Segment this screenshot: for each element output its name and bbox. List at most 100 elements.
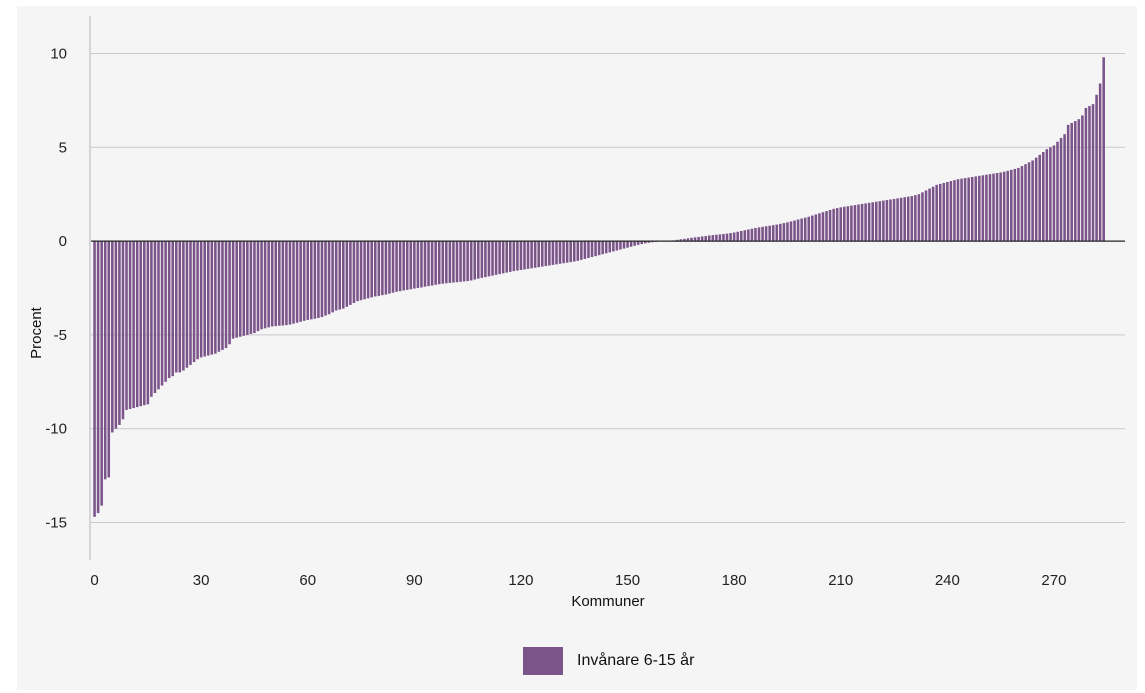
bar (914, 195, 917, 242)
bar (132, 241, 135, 409)
bar (260, 241, 263, 330)
bar (434, 241, 437, 285)
bar (1056, 141, 1059, 242)
bar (754, 227, 757, 242)
bar (178, 241, 182, 373)
bar (299, 241, 302, 322)
bar (956, 179, 960, 242)
bar (366, 241, 370, 299)
bar (601, 241, 604, 255)
bar (889, 199, 892, 242)
bar (885, 200, 889, 242)
bar (267, 241, 270, 328)
bar (864, 203, 867, 242)
bar (1088, 106, 1091, 242)
bar (196, 241, 199, 360)
bar (988, 174, 992, 242)
bar (516, 241, 519, 271)
bar (636, 241, 640, 245)
x-tick-label: 60 (299, 572, 316, 589)
y-tick-label: -10 (45, 421, 67, 438)
bar (157, 241, 160, 390)
bar (558, 241, 562, 264)
bar (811, 215, 814, 242)
bar (619, 241, 622, 250)
bar (757, 227, 761, 242)
bar (342, 241, 345, 309)
bar (686, 238, 690, 242)
y-tick-label: 10 (50, 46, 67, 63)
bar (96, 241, 100, 514)
bar (974, 176, 978, 242)
bar (935, 184, 938, 242)
bar (796, 219, 800, 242)
bar (562, 241, 565, 264)
bar (1010, 169, 1013, 242)
bar (768, 225, 771, 242)
y-tick-label: 0 (59, 233, 67, 250)
bar (327, 241, 331, 315)
bar (640, 241, 644, 245)
bar (143, 241, 146, 406)
bar (597, 241, 601, 256)
bar (771, 225, 775, 242)
bar (135, 241, 139, 408)
bar (992, 173, 995, 242)
y-tick-labels: -15 -10 -5 0 5 10 (45, 46, 67, 532)
bar (494, 241, 498, 275)
x-tick-label: 270 (1041, 572, 1066, 589)
bar (725, 233, 729, 242)
bar (906, 196, 910, 242)
bar (882, 200, 885, 242)
bar (480, 241, 484, 278)
bar (221, 241, 224, 350)
bar (779, 223, 782, 242)
bar (963, 178, 967, 242)
bar (917, 194, 921, 242)
bar (523, 241, 526, 270)
legend: Invånare 6-15 år (523, 647, 694, 675)
bar (921, 192, 924, 242)
legend-swatch (523, 647, 563, 675)
bar (164, 241, 167, 382)
bar (540, 241, 544, 267)
bar (871, 202, 874, 242)
legend-label: Invånare 6-15 år (577, 652, 695, 669)
bar (526, 241, 530, 269)
bar (647, 241, 651, 243)
bar (203, 241, 206, 357)
bar (427, 241, 430, 287)
bar (455, 241, 459, 283)
bar (313, 241, 317, 319)
y-tick-label: 5 (59, 139, 67, 156)
bar (1091, 104, 1095, 242)
gridlines (91, 53, 1125, 523)
bar (782, 223, 786, 242)
bar (331, 241, 334, 313)
bar (750, 228, 754, 242)
bar (349, 241, 352, 305)
bar (192, 241, 196, 363)
bar (587, 241, 590, 258)
bar (519, 241, 523, 270)
bar (285, 241, 288, 326)
bar (970, 176, 974, 242)
bar (924, 190, 928, 242)
bar (1034, 157, 1038, 242)
bar (896, 198, 899, 242)
bar (295, 241, 299, 323)
bar (739, 230, 743, 242)
bar (978, 175, 981, 242)
bar (981, 175, 985, 242)
bar (214, 241, 217, 354)
bar (612, 241, 615, 252)
bar (324, 241, 327, 316)
bar (93, 241, 96, 517)
bar (398, 241, 402, 292)
bar (263, 241, 267, 329)
bar (1041, 152, 1045, 242)
bar (167, 241, 171, 379)
bar (903, 197, 906, 242)
bar (803, 217, 807, 242)
y-axis-title: Procent (28, 306, 45, 359)
